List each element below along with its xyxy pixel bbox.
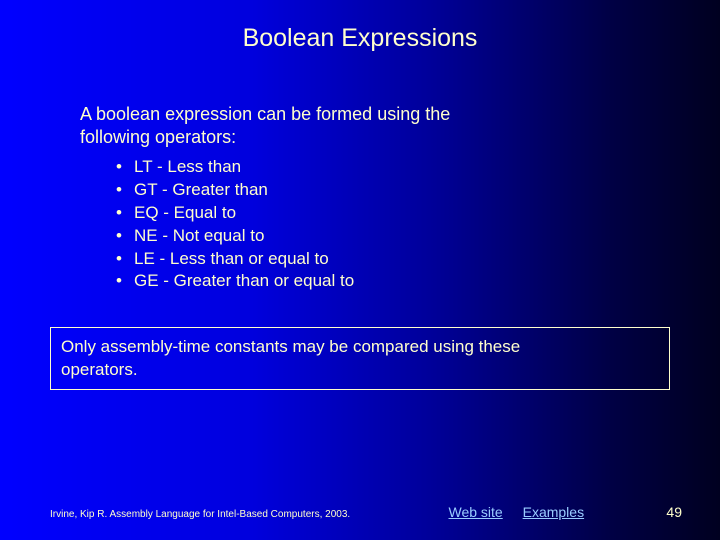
bullet-icon: • [116,179,134,202]
website-link[interactable]: Web site [449,504,503,520]
list-item: •LE - Less than or equal to [116,248,720,271]
bullet-text: LE - Less than or equal to [134,249,329,268]
bullet-icon: • [116,225,134,248]
list-item: •GT - Greater than [116,179,720,202]
intro-line1: A boolean expression can be formed using… [80,104,450,124]
bullet-list: •LT - Less than •GT - Greater than •EQ -… [80,150,720,294]
citation-text: Irvine, Kip R. Assembly Language for Int… [50,509,350,520]
note-line1: Only assembly-time constants may be comp… [61,337,520,356]
slide-title: Boolean Expressions [0,0,720,53]
note-box: Only assembly-time constants may be comp… [50,327,670,389]
bullet-text: EQ - Equal to [134,203,236,222]
note-line2: operators. [61,360,138,379]
list-item: •EQ - Equal to [116,202,720,225]
content-region: A boolean expression can be formed using… [0,53,720,293]
list-item: •NE - Not equal to [116,225,720,248]
list-item: •GE - Greater than or equal to [116,270,720,293]
list-item: •LT - Less than [116,156,720,179]
examples-link[interactable]: Examples [523,504,584,520]
footer-links: Web site Examples [433,504,585,520]
intro-line2: following operators: [80,127,236,147]
bullet-icon: • [116,270,134,293]
bullet-text: GT - Greater than [134,180,268,199]
bullet-icon: • [116,156,134,179]
bullet-icon: • [116,248,134,271]
bullet-text: NE - Not equal to [134,226,264,245]
intro-text: A boolean expression can be formed using… [80,103,720,150]
bullet-text: LT - Less than [134,157,241,176]
bullet-text: GE - Greater than or equal to [134,271,354,290]
footer: Irvine, Kip R. Assembly Language for Int… [0,504,720,520]
bullet-icon: • [116,202,134,225]
page-number: 49 [666,504,682,520]
